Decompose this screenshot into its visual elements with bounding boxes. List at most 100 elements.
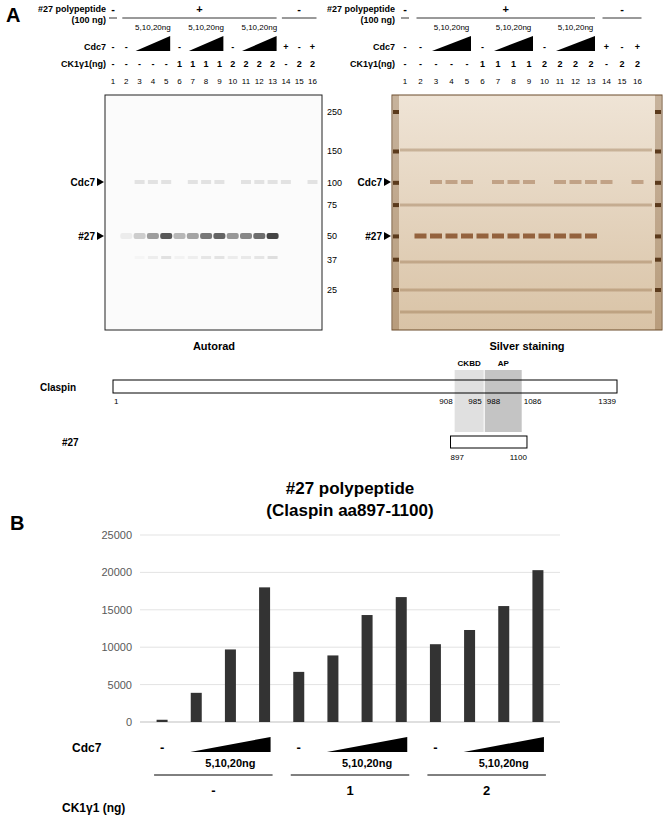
- bar: [532, 570, 543, 722]
- dose-ramp: [327, 737, 407, 752]
- lane-number: 15: [295, 77, 304, 86]
- aa-number: 908: [439, 397, 453, 406]
- silver-band: [430, 234, 442, 239]
- header-label: (100 ng): [71, 15, 106, 25]
- lane-number: 14: [602, 77, 611, 86]
- dose-label: 5,10,20ng: [479, 757, 529, 769]
- chart-title: #27 polypeptide: [286, 479, 414, 498]
- silver-band: [554, 234, 566, 239]
- cdc7-cell: -: [298, 42, 301, 52]
- dose-ramp: [556, 36, 595, 51]
- lane-number: 16: [633, 77, 642, 86]
- silver-cdc7-band: [492, 180, 504, 184]
- lane-number: 2: [418, 77, 423, 86]
- lane-number: 4: [151, 77, 156, 86]
- autorad-band: [253, 233, 265, 239]
- ck1-cell: -: [419, 59, 422, 69]
- protein-bar: [113, 380, 617, 393]
- silver-cdc7-band: [570, 180, 582, 184]
- bar: [293, 672, 304, 722]
- x-tick-label: -: [297, 740, 301, 755]
- background-band: [400, 204, 652, 207]
- cdc7-cell: -: [621, 42, 624, 52]
- dose-label: 5,10,20ng: [135, 23, 171, 32]
- lane-number: 7: [496, 77, 501, 86]
- ck1-cell: 2: [310, 59, 315, 69]
- ck1-cell: 2: [619, 59, 624, 69]
- y-tick-label: 10000: [101, 641, 132, 653]
- group-line: [427, 775, 546, 776]
- autorad-panel: #27 polypeptide(100 ng)-+-5,10,20ng5,10,…: [38, 3, 342, 352]
- autorad-smear: [188, 256, 198, 259]
- autorad-cdc7-band: [308, 180, 318, 184]
- dose-label: 5,10,20ng: [188, 23, 224, 32]
- protein-label: Claspin: [40, 382, 76, 393]
- cdc7-cell: -: [112, 42, 115, 52]
- header-label: #27 polypeptide: [38, 4, 106, 14]
- lane-number: 8: [204, 77, 209, 86]
- x-tick-label: -: [160, 740, 164, 755]
- ck1-cell: 2: [297, 59, 302, 69]
- autorad-band: [213, 233, 225, 239]
- background-band: [400, 289, 652, 292]
- lane-number: 5: [164, 77, 169, 86]
- y-axis: [140, 535, 141, 722]
- y-tick-label: 20000: [101, 566, 132, 578]
- autorad-smear: [228, 256, 238, 259]
- group-line: [154, 775, 273, 776]
- grid-line: [140, 572, 560, 573]
- aa-number: 1339: [598, 397, 616, 406]
- background: [0, 0, 667, 824]
- y-tick-label: 25000: [101, 529, 132, 541]
- silver-band: [570, 234, 582, 239]
- aa-number: 1100: [510, 453, 528, 462]
- autorad-smear: [148, 256, 158, 259]
- autorad-cdc7-band: [161, 180, 171, 184]
- dose-ramp: [494, 36, 533, 51]
- ck1-cell: -: [404, 59, 407, 69]
- group-line: [282, 18, 317, 19]
- ck1-cell: 1: [511, 59, 516, 69]
- ck1-cell: 1: [217, 59, 222, 69]
- silver-band: [415, 234, 427, 239]
- domain-region: [485, 370, 522, 432]
- bar: [430, 644, 441, 722]
- lane-number: 9: [217, 77, 222, 86]
- mw-marker: 37: [327, 255, 337, 265]
- autorad-band: [267, 233, 279, 239]
- grid-line: [140, 722, 560, 723]
- lane-number: 10: [228, 77, 237, 86]
- bar: [225, 649, 236, 722]
- autorad-cdc7-band: [281, 180, 291, 184]
- autorad-smear: [214, 256, 224, 259]
- y-tick-label: 0: [126, 716, 132, 728]
- domain-label: AP: [498, 359, 510, 368]
- band-label: Cdc7: [358, 177, 383, 188]
- panel-label: B: [10, 512, 24, 534]
- lane-number: 3: [137, 77, 142, 86]
- ck1-cell: -: [450, 59, 453, 69]
- silver-band: [539, 234, 551, 239]
- bar: [191, 693, 202, 722]
- autorad-band: [240, 233, 252, 239]
- fragment-bar: [451, 436, 527, 448]
- dose-label: 5,10,20ng: [496, 23, 532, 32]
- silver-cdc7-band: [461, 180, 473, 184]
- x-tick-label: -: [433, 740, 437, 755]
- ck1-cell: 2: [542, 59, 547, 69]
- dose-ramp: [190, 737, 270, 752]
- silver-cdc7-band: [554, 180, 566, 184]
- polypeptide-sign: -: [297, 3, 301, 15]
- row-label: CK1γ1(ng): [61, 59, 106, 69]
- ck1-cell: -: [138, 59, 141, 69]
- lane-number: 16: [308, 77, 317, 86]
- bar: [157, 720, 168, 722]
- silver-gel: [392, 95, 662, 330]
- lane-number: 13: [268, 77, 277, 86]
- ck1-cell: 2: [557, 59, 562, 69]
- band-arrow: [97, 178, 104, 186]
- ck1-cell: 2: [573, 59, 578, 69]
- silver-cdc7-band: [585, 180, 597, 184]
- group-line: [109, 18, 117, 19]
- autorad-smear: [254, 256, 264, 259]
